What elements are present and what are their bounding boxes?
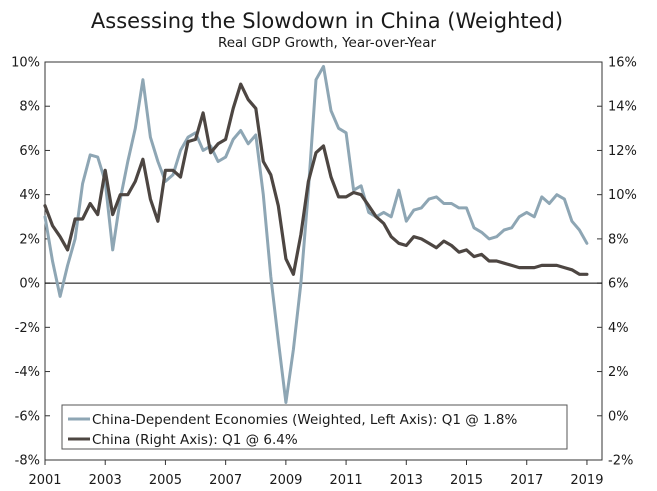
left-axis-tick-label: 2% bbox=[19, 232, 40, 247]
right-axis-tick-label: -2% bbox=[608, 454, 633, 469]
right-axis-tick-label: 12% bbox=[608, 144, 637, 159]
right-axis-tick-label: 6% bbox=[608, 277, 629, 292]
x-axis-tick-label: 2015 bbox=[450, 473, 483, 488]
x-axis-tick-label: 2001 bbox=[28, 473, 61, 488]
x-axis-tick-label: 2013 bbox=[390, 473, 423, 488]
right-axis-tick-label: 2% bbox=[608, 365, 629, 380]
x-axis-tick-label: 2003 bbox=[89, 473, 122, 488]
right-axis-tick-label: 16% bbox=[608, 56, 637, 71]
left-axis-tick-label: 6% bbox=[19, 144, 40, 159]
left-axis-tick-label: -4% bbox=[15, 365, 40, 380]
chart-subtitle: Real GDP Growth, Year-over-Year bbox=[218, 35, 437, 51]
left-axis-tick-label: 0% bbox=[19, 277, 40, 292]
x-axis-tick-label: 2005 bbox=[149, 473, 182, 488]
series-line-china-dependent bbox=[43, 64, 589, 404]
chart-title: Assessing the Slowdown in China (Weighte… bbox=[91, 9, 563, 33]
left-axis-tick-label: -8% bbox=[15, 454, 40, 469]
left-axis-tick-label: -2% bbox=[15, 321, 40, 336]
plot-frame bbox=[44, 61, 603, 461]
x-axis-tick-label: 2007 bbox=[209, 473, 242, 488]
right-axis-tick-label: 8% bbox=[608, 232, 629, 247]
legend-label: China (Right Axis): Q1 @ 6.4% bbox=[92, 432, 298, 448]
right-axis-tick-label: 0% bbox=[608, 409, 629, 424]
series-line-china bbox=[43, 82, 589, 276]
legend-box bbox=[61, 404, 568, 450]
legend-label: China-Dependent Economies (Weighted, Lef… bbox=[92, 412, 517, 428]
right-axis-tick-label: 10% bbox=[608, 188, 637, 203]
x-axis-tick-label: 2011 bbox=[330, 473, 363, 488]
left-axis-tick-label: -6% bbox=[15, 409, 40, 424]
right-axis-tick-label: 14% bbox=[608, 100, 637, 115]
x-axis-tick-label: 2019 bbox=[570, 473, 603, 488]
x-axis-tick-label: 2009 bbox=[269, 473, 302, 488]
left-axis-tick-label: 10% bbox=[11, 56, 40, 71]
left-axis-tick-label: 8% bbox=[19, 100, 40, 115]
right-axis-tick-label: 4% bbox=[608, 321, 629, 336]
plot-area: -8% -6% -4% -2% 0% 2% 4% 6% 8% 10% -2% 0% 2% 4% 6% 8% 10… bbox=[11, 56, 637, 489]
x-axis-tick-label: 2017 bbox=[510, 473, 543, 488]
left-axis-tick-label: 4% bbox=[19, 188, 40, 203]
